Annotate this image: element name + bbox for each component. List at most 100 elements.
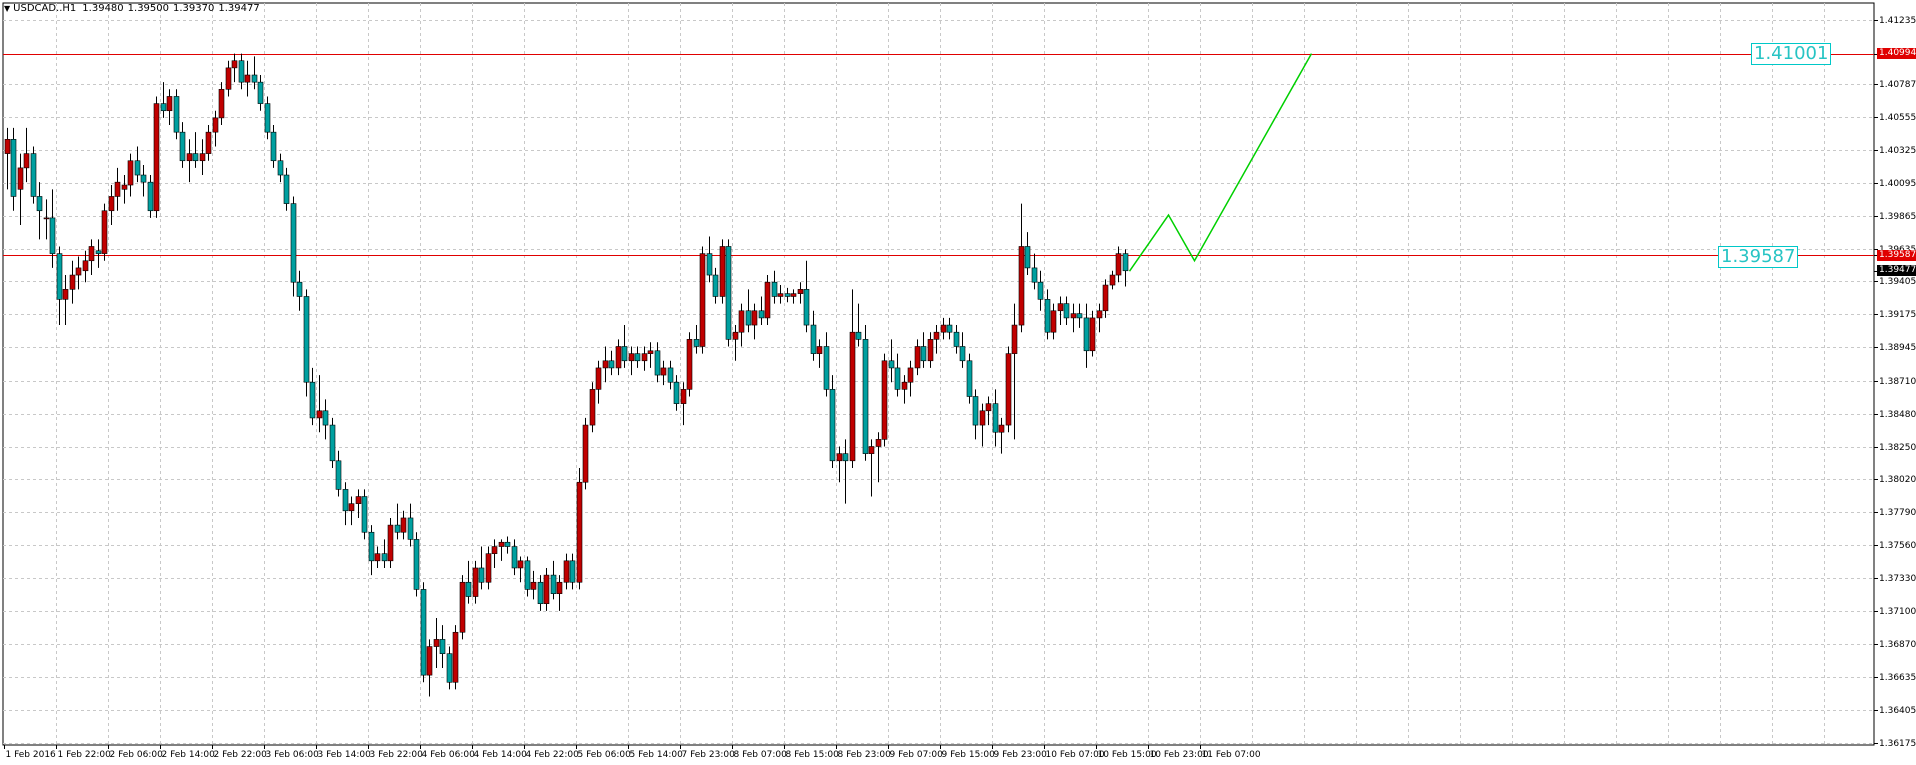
candle-bearish [192,153,199,162]
candle-bullish [400,517,407,533]
candle-bearish [1122,253,1129,272]
candle-bearish [1063,303,1070,319]
price-tick-label: 1.38020 [1879,474,1916,485]
price-tick-label: 1.37330 [1879,573,1916,584]
candle-bearish [173,96,180,133]
candle-bullish [199,153,206,162]
price-tick-label: 1.38250 [1879,442,1916,453]
candle-bullish [1115,253,1122,276]
candle-bullish [1096,310,1103,319]
candle-bearish [277,160,284,176]
candle-bearish [920,346,927,362]
time-tick-label: 5 Feb 06:00 [577,750,631,760]
candle-bearish [413,539,420,590]
candle-bearish [238,60,245,83]
candle-bullish [907,367,914,383]
candle-bullish [1089,317,1096,352]
time-tick-label: 1 Feb 22:00 [57,750,111,760]
candle-bullish [374,553,381,562]
candle-bearish [725,246,732,340]
time-tick-label: 11 Feb 07:00 [1201,750,1261,760]
candle-bearish [264,103,271,133]
candle-bearish [49,217,56,254]
price-tick-label: 1.40787 [1879,79,1916,90]
candle-bullish [875,439,882,447]
candle-bearish [654,350,661,376]
price-tick-label: 1.37790 [1879,507,1916,518]
candle-bearish [959,346,966,362]
candle-bearish [693,339,700,347]
time-tick-label: 3 Feb 06:00 [265,750,319,760]
candle-bullish [563,560,570,583]
time-tick-label: 3 Feb 22:00 [369,750,423,760]
candle-bearish [140,174,147,183]
price-tick-label: 1.36175 [1879,738,1916,749]
time-tick-label: 8 Feb 07:00 [733,750,787,760]
candle-bearish [361,496,368,533]
candle-bullish [225,67,232,90]
candle-bearish [803,289,810,326]
candle-bullish [576,481,583,583]
candle-bullish [660,367,667,376]
time-tick-label: 8 Feb 15:00 [785,750,839,760]
time-tick-label: 9 Feb 23:00 [993,750,1047,760]
candle-bearish [56,253,63,300]
candle-bearish [706,253,713,276]
candle-bearish [309,381,316,419]
candle-bullish [602,360,609,369]
candle-bearish [634,353,641,362]
candle-bearish [550,574,557,594]
candle-bearish [1076,313,1083,319]
candle-bullish [582,424,589,483]
candle-bullish [23,153,30,169]
candle-bearish [569,560,576,583]
candle-bullish [751,310,758,326]
candle-bullish [186,153,193,162]
candle-bullish [82,260,89,272]
candle-bullish [641,353,648,362]
candle-bearish [30,153,37,197]
candle-bullish [940,324,947,333]
candle-bearish [673,381,680,404]
candle-bearish [758,310,765,319]
candle-bullish [764,281,771,319]
time-tick-label: 2 Feb 14:00 [161,750,215,760]
candle-bearish [524,560,531,590]
candle-bullish [127,160,134,186]
candle-bearish [953,331,960,347]
candle-bearish [621,346,628,362]
candle-bullish [62,289,69,300]
candle-bullish [218,88,225,119]
candle-bearish [504,541,511,547]
quote-high: 1.39500 [127,3,170,14]
forecast-path-line [1128,53,1313,272]
candle-bullish [1018,246,1025,326]
candle-bullish [699,253,706,347]
candle-bullish [472,567,479,597]
dropdown-arrow-icon[interactable]: ▼ [4,4,11,13]
candle-bullish [17,167,24,190]
candle-bearish [784,293,791,297]
candle-bearish [439,639,446,654]
candle-bullish [543,574,550,604]
candle-bearish [296,281,303,297]
support-callout[interactable]: 1.39587 [1718,246,1799,268]
quote-open: 1.39480 [82,3,124,14]
candle-bearish [946,324,953,333]
price-tick-label: 1.39405 [1879,276,1916,287]
price-tick-label: 1.41235 [1879,15,1916,26]
candle-bullish [868,446,875,454]
time-tick-label: 8 Feb 23:00 [837,750,891,760]
candle-bullish [849,331,856,462]
candle-bullish [628,353,635,362]
price-tick-label: 1.39175 [1879,309,1916,320]
support-price-tag: 1.39587 [1877,250,1916,261]
resistance-callout[interactable]: 1.41001 [1751,43,1832,65]
candle-bullish [777,293,784,297]
candle-bearish [894,367,901,390]
candle-bearish [322,410,329,426]
time-tick-label: 10 Feb 15:00 [1097,750,1157,760]
candle-bullish [797,289,804,294]
